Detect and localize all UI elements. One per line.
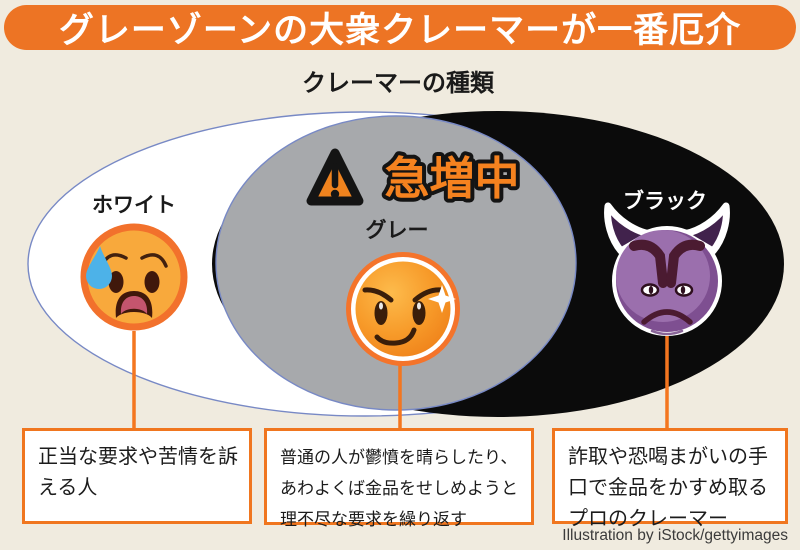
surge-badge: 急増中 bbox=[384, 153, 519, 204]
diagram-subtitle: クレーマーの種類 bbox=[302, 70, 494, 97]
white-zone-label: ホワイト bbox=[92, 194, 176, 217]
black-zone-description-box: 詐取や恐喝まがいの手口で金品をかすめ取るプロのクレーマー bbox=[552, 428, 788, 530]
smirking-face-icon bbox=[346, 252, 460, 366]
black-zone-description: 詐取や恐喝まがいの手口で金品をかすめ取るプロのクレーマー bbox=[568, 446, 768, 530]
illustration-credit: Illustration by iStock/gettyimages bbox=[562, 527, 788, 544]
black-zone-label: ブラック bbox=[623, 190, 707, 213]
angry-devil-face-icon bbox=[604, 202, 730, 336]
headline-banner: グレーゾーンの大衆クレーマーが一番厄介 bbox=[4, 5, 796, 50]
gray-zone-description-box: 普通の人が鬱憤を晴らしたり、あわよくば金品をせしめようと理不尽な要求を繰り返す bbox=[264, 428, 534, 529]
white-zone-description-box: 正当な要求や苦情を訴える人 bbox=[22, 428, 252, 524]
warning-triangle-icon bbox=[306, 148, 364, 206]
worried-face-with-sweat-icon bbox=[80, 223, 188, 331]
white-zone-description: 正当な要求や苦情を訴える人 bbox=[38, 446, 238, 499]
headline-title: グレーゾーンの大衆クレーマーが一番厄介 bbox=[58, 11, 742, 50]
gray-zone-label: グレー bbox=[365, 219, 429, 242]
gray-zone-description: 普通の人が鬱憤を晴らしたり、あわよくば金品をせしめようと理不尽な要求を繰り返す bbox=[280, 448, 518, 529]
